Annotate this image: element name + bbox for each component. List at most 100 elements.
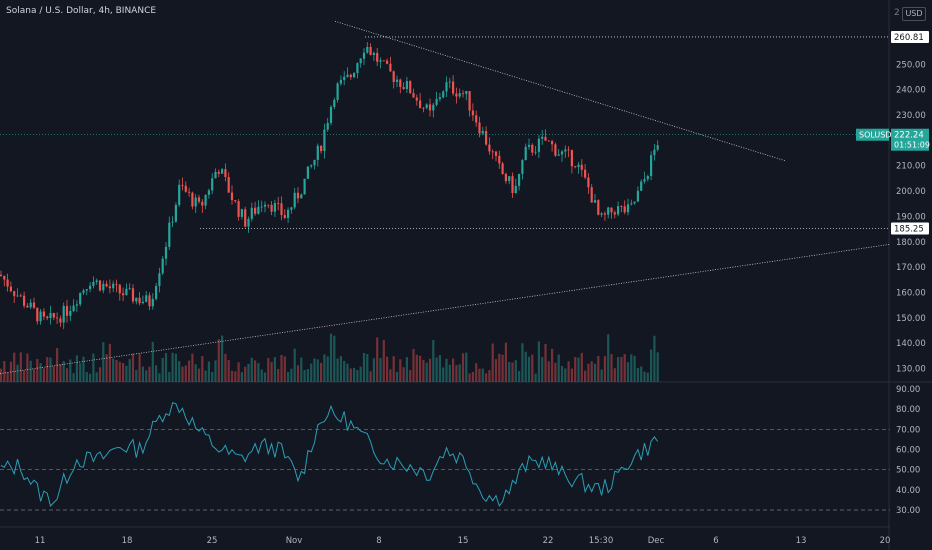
- candle-body[interactable]: [69, 311, 72, 316]
- candle-body[interactable]: [234, 200, 237, 202]
- candlesticks[interactable]: [0, 42, 659, 330]
- candle-body[interactable]: [257, 206, 260, 214]
- candle-body[interactable]: [131, 288, 135, 302]
- candle-body[interactable]: [296, 192, 300, 199]
- candle-body[interactable]: [564, 149, 567, 152]
- candle-body[interactable]: [201, 201, 204, 206]
- candle-body[interactable]: [115, 283, 118, 285]
- rsi-line[interactable]: [0, 402, 659, 508]
- candle-body[interactable]: [353, 73, 356, 78]
- candle-body[interactable]: [452, 81, 455, 94]
- candle-body[interactable]: [184, 185, 187, 192]
- candle-body[interactable]: [607, 207, 610, 215]
- candle-body[interactable]: [643, 179, 646, 182]
- candle-body[interactable]: [527, 144, 531, 147]
- candle-body[interactable]: [402, 86, 405, 90]
- candle-body[interactable]: [204, 194, 207, 206]
- candle-body[interactable]: [597, 200, 600, 215]
- candle-body[interactable]: [537, 138, 540, 152]
- candle-body[interactable]: [521, 160, 524, 174]
- candle-body[interactable]: [475, 115, 478, 123]
- candle-body[interactable]: [395, 79, 399, 83]
- candle-body[interactable]: [544, 136, 547, 141]
- candle-body[interactable]: [494, 151, 498, 156]
- candle-body[interactable]: [280, 203, 283, 216]
- candle-body[interactable]: [112, 283, 115, 289]
- candle-body[interactable]: [240, 209, 243, 217]
- candle-body[interactable]: [366, 46, 369, 53]
- candle-body[interactable]: [481, 131, 484, 134]
- candle-body[interactable]: [633, 201, 636, 204]
- candle-body[interactable]: [197, 197, 201, 202]
- candle-body[interactable]: [531, 144, 534, 153]
- candle-body[interactable]: [135, 297, 138, 302]
- candle-body[interactable]: [570, 149, 573, 167]
- candle-body[interactable]: [46, 316, 49, 319]
- candle-body[interactable]: [458, 93, 461, 97]
- candle-body[interactable]: [577, 164, 580, 168]
- candle-body[interactable]: [72, 305, 75, 312]
- candle-body[interactable]: [62, 305, 65, 323]
- candle-body[interactable]: [277, 203, 280, 204]
- candle-body[interactable]: [636, 190, 639, 202]
- candle-body[interactable]: [85, 289, 88, 291]
- candle-body[interactable]: [122, 293, 125, 296]
- candle-body[interactable]: [425, 104, 428, 108]
- candle-body[interactable]: [432, 104, 435, 111]
- candle-body[interactable]: [141, 301, 144, 304]
- candle-body[interactable]: [511, 176, 514, 194]
- candle-body[interactable]: [118, 284, 121, 294]
- candle-body[interactable]: [316, 145, 319, 160]
- candle-body[interactable]: [19, 295, 22, 297]
- candle-body[interactable]: [36, 307, 39, 322]
- candle-body[interactable]: [16, 295, 19, 297]
- candle-body[interactable]: [485, 131, 488, 145]
- candle-body[interactable]: [181, 184, 184, 186]
- candle-body[interactable]: [653, 149, 656, 156]
- candle-body[interactable]: [168, 222, 171, 247]
- candle-body[interactable]: [448, 81, 451, 83]
- candle-body[interactable]: [138, 297, 141, 304]
- candle-body[interactable]: [620, 206, 623, 207]
- candle-body[interactable]: [207, 190, 210, 195]
- candle-body[interactable]: [105, 283, 108, 287]
- candle-body[interactable]: [188, 191, 191, 193]
- candle-body[interactable]: [287, 209, 290, 219]
- candle-body[interactable]: [409, 81, 412, 94]
- candle-body[interactable]: [23, 295, 26, 306]
- candle-body[interactable]: [102, 283, 105, 291]
- candle-body[interactable]: [382, 60, 385, 62]
- candle-body[interactable]: [89, 285, 92, 290]
- candle-body[interactable]: [306, 166, 309, 179]
- candle-body[interactable]: [376, 52, 379, 62]
- candle-body[interactable]: [247, 218, 250, 227]
- candle-body[interactable]: [656, 145, 659, 150]
- candle-body[interactable]: [65, 305, 69, 316]
- candle-body[interactable]: [372, 52, 375, 56]
- candle-body[interactable]: [438, 97, 441, 99]
- candle-body[interactable]: [3, 276, 6, 280]
- candle-body[interactable]: [445, 82, 448, 92]
- candle-body[interactable]: [75, 304, 78, 306]
- candle-body[interactable]: [379, 60, 382, 62]
- candle-body[interactable]: [590, 187, 593, 203]
- candle-body[interactable]: [0, 274, 3, 277]
- currency-badge[interactable]: USD: [902, 7, 926, 21]
- candle-body[interactable]: [580, 164, 583, 170]
- candle-body[interactable]: [326, 123, 329, 130]
- candle-body[interactable]: [412, 93, 415, 98]
- candle-body[interactable]: [630, 203, 633, 205]
- drawing-lines[interactable]: [0, 20, 891, 374]
- candle-body[interactable]: [320, 145, 323, 152]
- candle-body[interactable]: [461, 93, 465, 95]
- candle-body[interactable]: [428, 104, 432, 111]
- candle-body[interactable]: [610, 207, 613, 213]
- candle-body[interactable]: [498, 155, 501, 164]
- time-axis[interactable]: 11 18 25 Nov 8 15 22 15:30 Dec 6 13 20: [35, 536, 891, 546]
- candle-body[interactable]: [230, 192, 234, 201]
- candle-body[interactable]: [471, 110, 474, 116]
- candle-body[interactable]: [465, 91, 468, 94]
- candle-body[interactable]: [346, 74, 349, 77]
- candle-body[interactable]: [488, 144, 491, 152]
